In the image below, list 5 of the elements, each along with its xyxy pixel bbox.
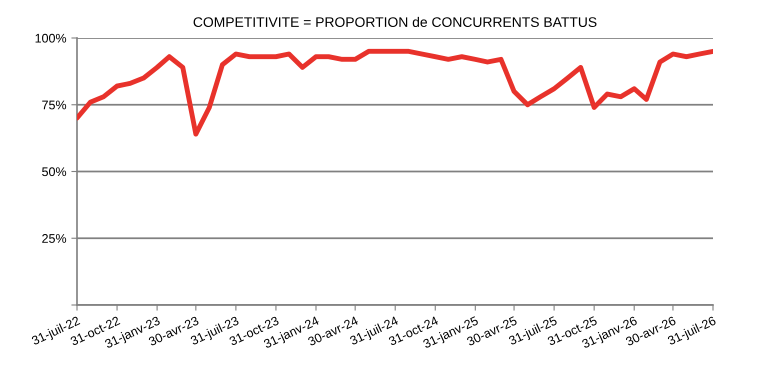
y-tick-label: 50%	[42, 167, 66, 176]
y-tick-label: 25%	[42, 234, 66, 243]
y-tick-label: 75%	[42, 100, 66, 110]
chart-title: COMPETITIVITE = PROPORTION de CONCURRENTS BATTUS	[194, 16, 596, 28]
y-tick-label: 100%	[36, 34, 66, 43]
